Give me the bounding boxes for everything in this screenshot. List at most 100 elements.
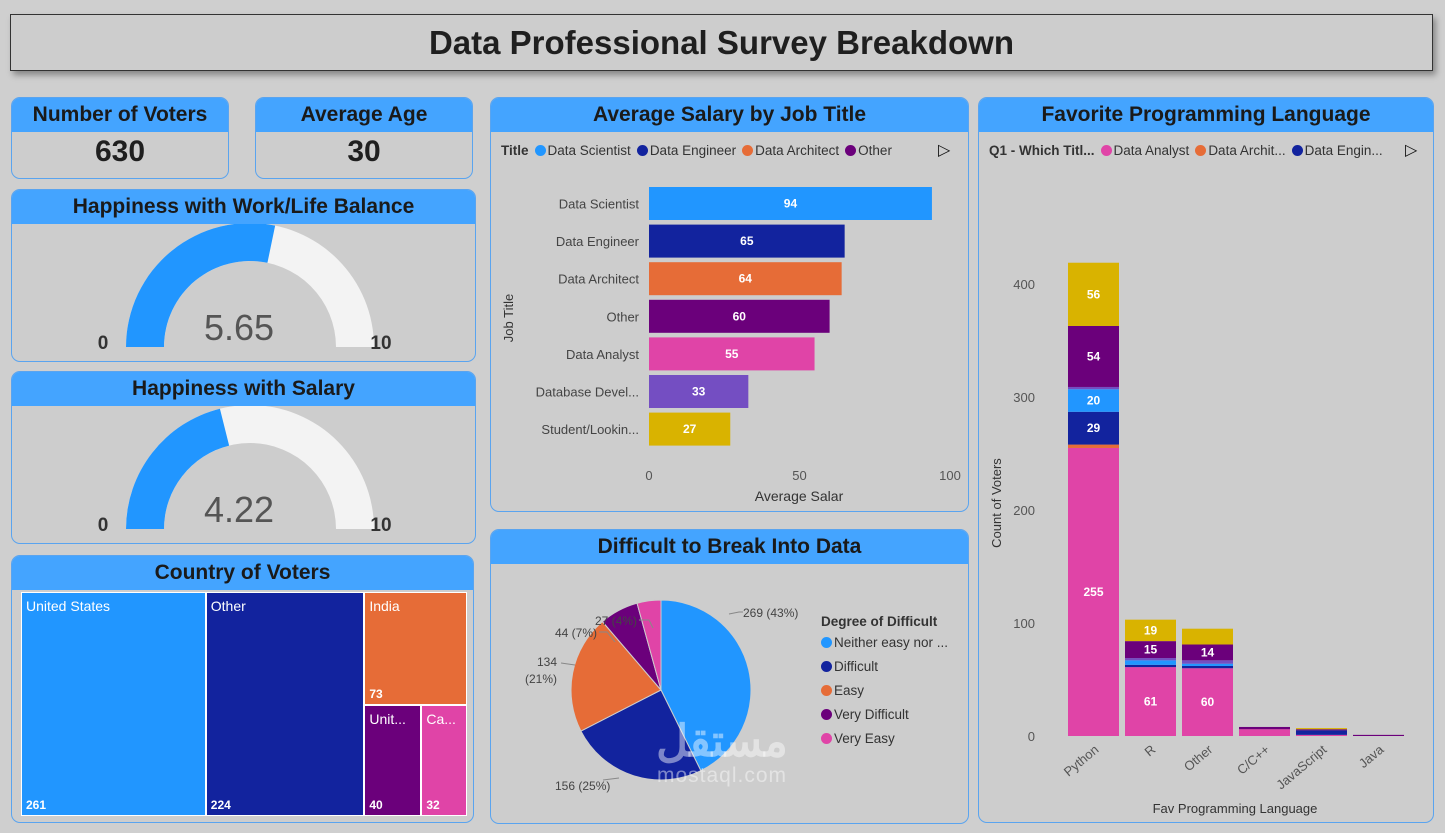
stacked-bar-segment[interactable] — [1068, 262, 1119, 326]
pie-slice[interactable] — [636, 599, 662, 691]
bar-data-label: 27 — [683, 422, 697, 436]
legend-item[interactable]: Data Engin... — [1304, 143, 1383, 158]
language-chart-card[interactable]: Favorite Programming Language Q1 - Which… — [978, 97, 1434, 823]
treemap-cell[interactable]: Unit... 40 — [364, 704, 422, 816]
stacked-bar-segment[interactable] — [1296, 730, 1347, 735]
language-chart-title: Favorite Programming Language — [979, 98, 1433, 132]
salary-bar[interactable] — [649, 187, 932, 220]
treemap-cell-value: 40 — [369, 797, 383, 812]
stacked-bar-segment[interactable] — [1125, 658, 1176, 661]
bar-category-label: Data Architect — [558, 272, 639, 287]
legend-item[interactable]: Easy — [821, 683, 948, 698]
pie-slice[interactable] — [660, 599, 752, 772]
stacked-bar-segment[interactable] — [1125, 667, 1176, 736]
gauge-fill — [126, 222, 276, 347]
stacked-bar-segment[interactable] — [1068, 444, 1119, 448]
salary-gauge-card[interactable]: Happiness with Salary 4.22 0 10 — [11, 371, 476, 544]
stacked-bar-segment[interactable] — [1068, 447, 1119, 736]
treemap-cell[interactable]: Other 224 — [205, 592, 365, 816]
legend-item[interactable]: Data Architect — [755, 143, 840, 158]
treemap-cell-value: 73 — [369, 686, 383, 701]
legend-item[interactable]: Other — [858, 143, 892, 158]
stacked-bar-segment[interactable] — [1182, 628, 1233, 645]
stacked-bar-segment[interactable] — [1125, 619, 1176, 642]
salary-bar[interactable] — [649, 375, 749, 408]
legend-label: Difficult — [834, 659, 879, 674]
salary-chart-title: Average Salary by Job Title — [491, 98, 968, 132]
stacked-bar-segment[interactable] — [1182, 644, 1233, 661]
bar-data-label: 64 — [739, 272, 753, 286]
stacked-bar-segment[interactable] — [1182, 663, 1233, 666]
stacked-bar-segment[interactable] — [1353, 734, 1404, 736]
stacked-bar-segment[interactable] — [1296, 728, 1347, 730]
stacked-bar-segment[interactable] — [1068, 325, 1119, 387]
bar-category-label: Other — [606, 309, 639, 324]
pie-data-label: 134 — [537, 655, 557, 669]
salary-gauge-title: Happiness with Salary — [12, 372, 475, 406]
salary-chart-card[interactable]: Average Salary by Job Title Title Data Sc… — [490, 97, 969, 512]
stacked-bar-segment[interactable] — [1182, 665, 1233, 669]
salary-bar[interactable] — [649, 337, 815, 371]
y-axis-title: Count of Voters — [989, 458, 1004, 548]
stacked-bar-segment[interactable] — [1068, 389, 1119, 412]
difficulty-pie-card[interactable]: Difficult to Break Into Data 269 (43%) 15… — [490, 529, 969, 824]
voters-kpi-card[interactable]: Number of Voters 630 — [11, 97, 229, 179]
bar-data-label: 54 — [1087, 349, 1101, 363]
legend-item[interactable]: Very Easy — [821, 731, 948, 746]
treemap-cell[interactable]: Ca... 32 — [421, 704, 467, 816]
legend-next-icon[interactable]: ▷ — [1405, 140, 1418, 159]
salary-bar[interactable] — [649, 412, 731, 446]
voters-kpi-title: Number of Voters — [12, 98, 228, 132]
pie-slice[interactable] — [580, 689, 702, 781]
bar-data-label: 55 — [725, 347, 739, 361]
leader-line — [560, 662, 576, 666]
age-kpi-card[interactable]: Average Age 30 — [255, 97, 473, 179]
legend-item[interactable]: Data Archit... — [1208, 143, 1286, 158]
stacked-bar-segment[interactable] — [1182, 660, 1233, 664]
legend-item[interactable]: Data Engineer — [649, 143, 737, 158]
pie-slice[interactable] — [570, 620, 662, 732]
legend-next-icon[interactable]: ▷ — [938, 140, 951, 159]
stacked-bar-segment[interactable] — [1296, 734, 1347, 736]
stacked-bar-segment[interactable] — [1239, 726, 1290, 730]
stacked-bar-segment[interactable] — [1125, 664, 1176, 668]
stacked-bar-segment[interactable] — [1068, 411, 1119, 445]
stacked-bar-segment[interactable] — [1125, 641, 1176, 659]
legend-item[interactable]: Neither easy nor ... — [821, 635, 948, 650]
pie-data-label: (21%) — [525, 672, 557, 686]
legend-item[interactable]: Difficult — [821, 659, 948, 674]
language-legend-title: Q1 - Which Titl... — [989, 143, 1095, 158]
bar-data-label: 60 — [733, 309, 747, 323]
worklife-gauge-card[interactable]: Happiness with Work/Life Balance 5.65 0 … — [11, 189, 476, 362]
stacked-bar-segment[interactable] — [1068, 386, 1119, 390]
legend-label: Neither easy nor ... — [834, 635, 949, 650]
legend-item[interactable]: Data Scientist — [547, 143, 631, 158]
legend-marker — [1195, 145, 1207, 156]
x-axis-title: Average Salar — [755, 488, 844, 504]
country-treemap: United States 261 Other 224 India 73 Unit... 40… — [21, 592, 467, 816]
stacked-bar-segment[interactable] — [1182, 668, 1233, 736]
gauge-max-label: 10 — [370, 333, 391, 354]
stacked-bar-segment[interactable] — [1239, 729, 1290, 736]
salary-bar[interactable] — [649, 224, 845, 258]
y-tick-label: 0 — [1028, 729, 1035, 744]
bar-category-label: Data Scientist — [559, 197, 640, 212]
salary-bar[interactable] — [649, 299, 830, 333]
stacked-bar-segment[interactable] — [1296, 729, 1347, 731]
difficulty-legend: Degree of Difficult Neither easy nor ...… — [821, 614, 948, 755]
treemap-cell[interactable]: India 73 — [364, 592, 467, 705]
legend-item[interactable]: Data Analyst — [1113, 143, 1190, 158]
y-tick-label: 200 — [1013, 503, 1035, 518]
x-tick-label: 50 — [792, 468, 806, 483]
salary-bar[interactable] — [649, 262, 842, 296]
voters-kpi-value: 630 — [94, 135, 146, 168]
treemap-cell[interactable]: United States 261 — [21, 592, 206, 816]
country-treemap-card[interactable]: Country of Voters United States 261 Other 2… — [11, 555, 474, 823]
stacked-bar-segment[interactable] — [1125, 660, 1176, 665]
x-tick-label: JavaScript — [1273, 742, 1329, 793]
bar-category-label: Student/Lookin... — [541, 422, 639, 437]
legend-item[interactable]: Very Difficult — [821, 707, 948, 722]
gauge-min-label: 0 — [98, 515, 109, 536]
bar-data-label: 19 — [1144, 623, 1158, 637]
worklife-gauge-title: Happiness with Work/Life Balance — [12, 190, 475, 224]
